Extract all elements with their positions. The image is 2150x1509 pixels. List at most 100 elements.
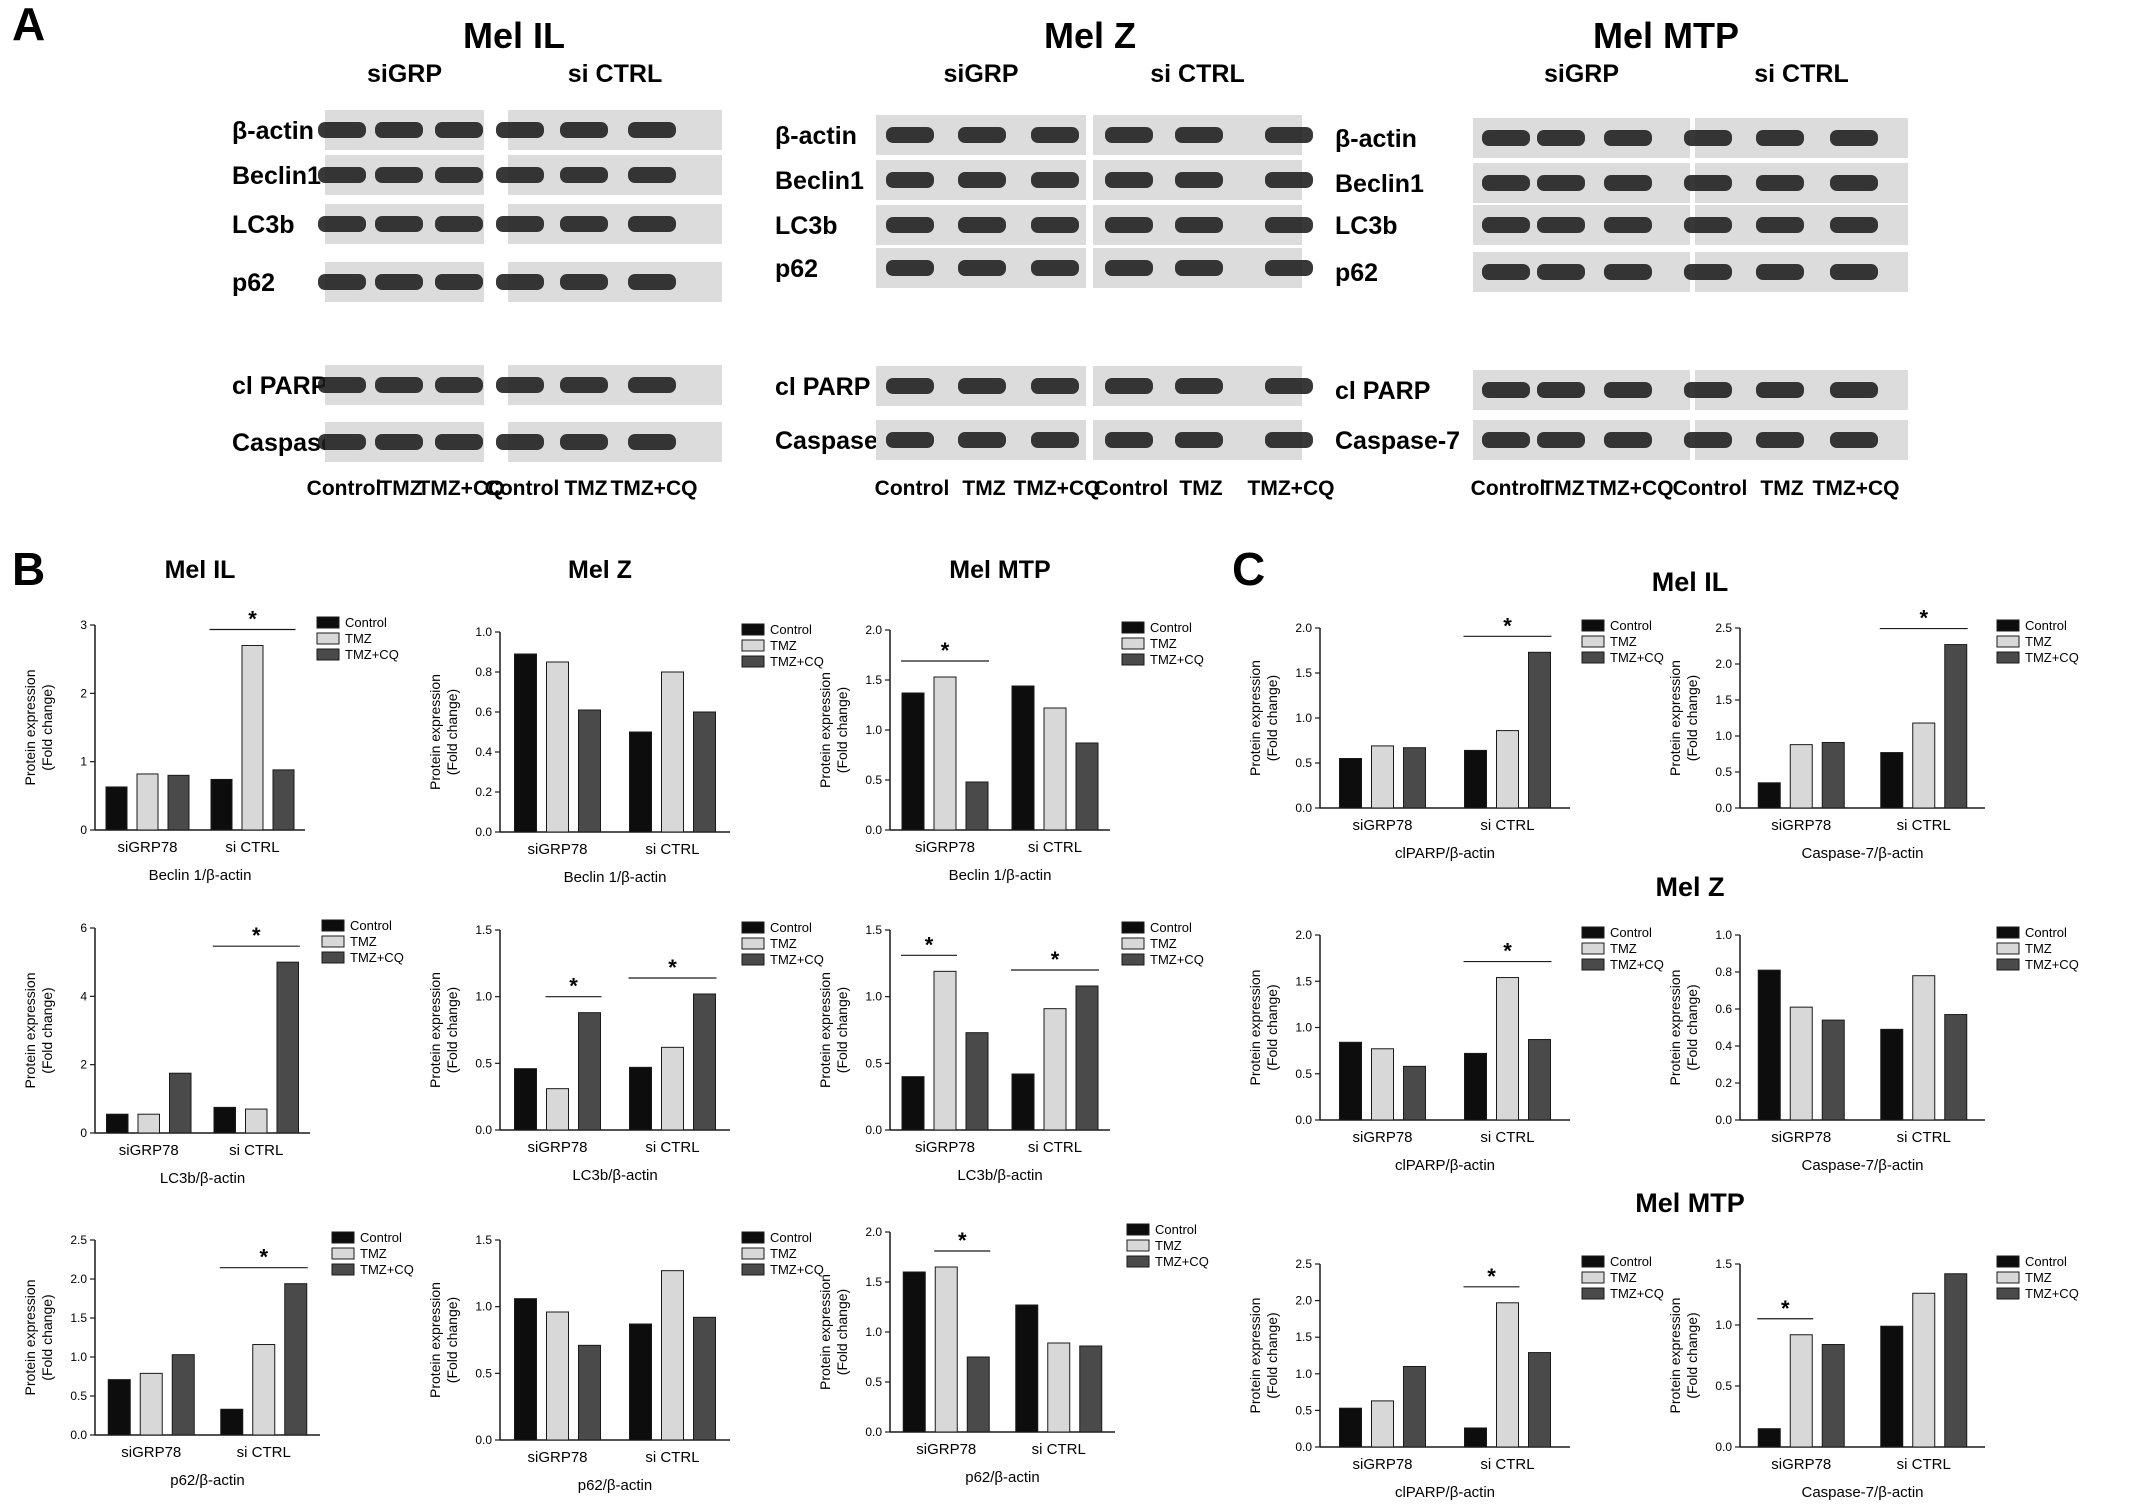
- significance-star: *: [259, 1245, 268, 1270]
- blot-band: [958, 432, 1006, 448]
- y-axis-label: Protein expression(Fold change): [1667, 660, 1700, 776]
- blot-band: [628, 434, 676, 450]
- bar-tmz-cq: [1944, 644, 1968, 809]
- bar-tmz: [1789, 744, 1813, 809]
- y-tick-label: 0.5: [865, 1375, 882, 1389]
- blot-band: [1537, 382, 1585, 398]
- chart-b_mtp_lc3b: 0.0 0.5 1.0 1.5 Protein expression(Fold chan…: [817, 920, 1204, 1184]
- y-axis-label-line: (Fold change): [1264, 1312, 1280, 1398]
- blot-group-title: siGRP: [367, 60, 442, 88]
- legend-label: TMZ: [2025, 941, 2052, 956]
- legend-swatch: [1121, 921, 1145, 934]
- x-category-label: si CTRL: [1028, 839, 1082, 856]
- legend-swatch: [316, 616, 340, 629]
- x-category-label: siGRP78: [1771, 817, 1831, 834]
- panel-label-c: C: [1232, 543, 1265, 595]
- y-tick-label: 1.5: [1295, 1330, 1312, 1344]
- bar-control: [1880, 1325, 1904, 1448]
- y-axis-label: Protein expression(Fold change): [22, 670, 55, 786]
- blot-band: [886, 217, 934, 233]
- x-category-label: si CTRL: [1480, 817, 1534, 834]
- blot-band: [1537, 264, 1585, 280]
- bar-tmz-cq: [272, 769, 295, 831]
- blot-band: [1604, 264, 1652, 280]
- y-tick-label: 0.5: [1295, 1403, 1312, 1417]
- bar-tmz: [934, 1266, 958, 1433]
- legend-swatch: [1996, 1255, 2020, 1268]
- legend-swatch: [1996, 1287, 2020, 1300]
- blot-row-label: β-actin: [1335, 125, 1417, 153]
- legend-label: TMZ+CQ: [1155, 1254, 1209, 1269]
- y-tick-label: 1.0: [1295, 1367, 1312, 1381]
- bar-control: [213, 1106, 236, 1134]
- blot-band: [375, 216, 423, 232]
- blot-band: [1031, 432, 1079, 448]
- blot-row-label: p62: [232, 269, 275, 297]
- significance-star: *: [668, 955, 677, 980]
- x-category-label: si CTRL: [1028, 1139, 1082, 1156]
- y-axis-label: Protein expression(Fold change): [817, 672, 850, 788]
- blot-group-title: si CTRL: [568, 60, 662, 88]
- x-category-label: si CTRL: [645, 1139, 699, 1156]
- y-axis-label: Protein expression(Fold change): [817, 972, 850, 1088]
- bar-tmz-cq: [1079, 1345, 1103, 1433]
- blot-band: [958, 172, 1006, 188]
- legend-swatch: [1581, 1287, 1605, 1300]
- chart-b_il_p62: 0.0 0.5 1.0 1.5 2.0 2.5 Protein expression(Fol…: [22, 1230, 414, 1489]
- legend-label: TMZ: [350, 934, 377, 949]
- y-tick-label: 0.5: [1715, 765, 1732, 779]
- y-tick-label: 1: [80, 755, 87, 769]
- blot-band: [1105, 432, 1153, 448]
- x-axis-label: Beclin 1/β-actin: [949, 867, 1052, 884]
- blot-band: [1265, 432, 1313, 448]
- y-axis-label-line: (Fold change): [1264, 675, 1280, 761]
- legend-swatch: [741, 1247, 765, 1260]
- bar-tmz-cq: [965, 781, 989, 831]
- blot-band: [1105, 260, 1153, 276]
- bar-tmz-cq: [1403, 1065, 1426, 1121]
- y-tick-label: 0.0: [475, 1123, 492, 1137]
- chart-c_mtp_parp: 0.0 0.5 1.0 1.5 2.0 2.5 Protein expression(Fol…: [1247, 1254, 1664, 1501]
- y-tick-label: 1.0: [1295, 711, 1312, 725]
- chart-c_z_casp: 0.0 0.2 0.4 0.6 0.8 1.0 Protein expression(Fol…: [1667, 925, 2079, 1174]
- y-tick-label: 0.0: [1715, 1113, 1732, 1127]
- x-category-label: siGRP78: [915, 1139, 975, 1156]
- blot-band: [496, 274, 544, 290]
- blot-band: [1604, 217, 1652, 233]
- legend-swatch: [741, 937, 765, 950]
- blot-row-label: Beclin1: [775, 167, 864, 195]
- bar-tmz: [136, 773, 159, 831]
- legend-label: Control: [1150, 920, 1192, 935]
- legend-label: TMZ+CQ: [1610, 650, 1664, 665]
- bar-tmz-cq: [276, 961, 299, 1134]
- bar-control: [1464, 1052, 1487, 1121]
- bar-tmz: [1496, 1302, 1519, 1448]
- y-tick-label: 0.5: [1295, 1067, 1312, 1081]
- legend-label: TMZ: [2025, 1270, 2052, 1285]
- blot-lane-label: TMZ+CQ: [1014, 477, 1101, 500]
- blot-band: [628, 377, 676, 393]
- legend-swatch: [1581, 958, 1605, 971]
- y-axis-label-line: Protein expression: [427, 1282, 443, 1398]
- blot-band: [1265, 172, 1313, 188]
- blot-band: [496, 216, 544, 232]
- y-tick-label: 1.5: [1715, 693, 1732, 707]
- blot-lane-label: Control: [307, 477, 382, 500]
- legend-swatch: [1996, 619, 2020, 632]
- blot-band: [1756, 264, 1804, 280]
- blot-band: [1830, 217, 1878, 233]
- y-tick-label: 2.0: [865, 1225, 882, 1239]
- legend-label: TMZ: [2025, 634, 2052, 649]
- y-tick-label: 2.0: [1295, 621, 1312, 635]
- significance-star: *: [941, 638, 950, 663]
- y-tick-label: 0.0: [1715, 801, 1732, 815]
- legend-swatch: [1996, 635, 2020, 648]
- y-tick-label: 0.5: [70, 1389, 87, 1403]
- legend-swatch: [321, 935, 345, 948]
- x-category-label: si CTRL: [645, 841, 699, 858]
- bar-tmz: [933, 676, 957, 831]
- bar-control: [107, 1379, 131, 1436]
- blot-lane-label: TMZ+CQ: [1248, 477, 1335, 500]
- y-tick-label: 0.5: [1295, 756, 1312, 770]
